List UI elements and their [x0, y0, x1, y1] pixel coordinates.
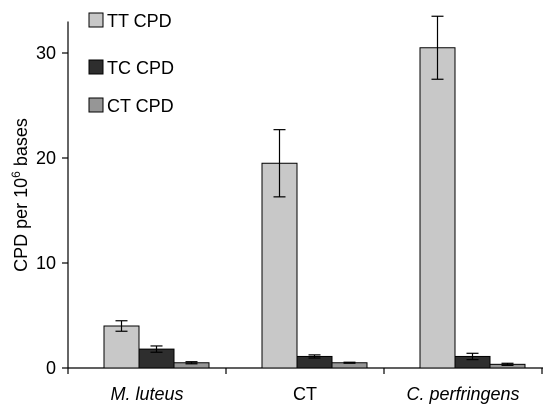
legend-label: TC CPD — [107, 58, 174, 78]
x-category-label: CT — [293, 384, 317, 404]
legend-swatch — [88, 59, 104, 75]
bars — [103, 15, 526, 369]
legend-label: TT CPD — [107, 11, 172, 31]
bar — [103, 325, 140, 369]
x-category-label: C. perfringens — [406, 384, 519, 404]
legend: TT CPD TC CPD CT CPD — [88, 11, 174, 116]
y-axis-title: CPD per 106 bases — [9, 118, 31, 272]
y-tick-label: 0 — [46, 358, 56, 378]
y-tick-label: 20 — [36, 148, 56, 168]
y-tick-label: 10 — [36, 253, 56, 273]
x-category-label: M. luteus — [110, 384, 183, 404]
legend-swatch — [88, 12, 104, 28]
y-tick-label: 30 — [36, 43, 56, 63]
bar — [419, 47, 456, 369]
legend-swatch — [88, 97, 104, 113]
legend-label: CT CPD — [107, 96, 174, 116]
